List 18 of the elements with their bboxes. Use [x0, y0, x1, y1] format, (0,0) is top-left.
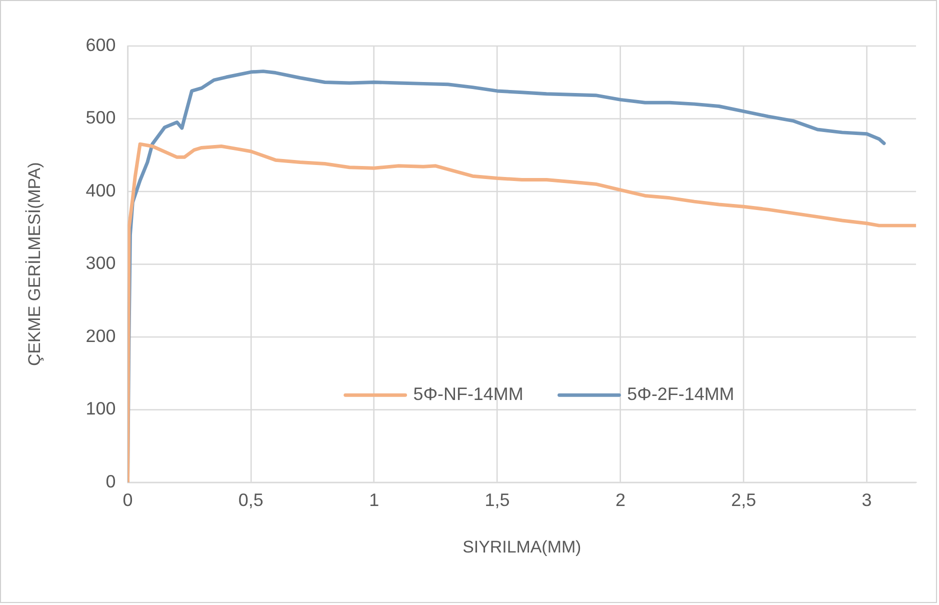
- x-tick-label: 3: [862, 490, 872, 510]
- x-axis-title: SIYRILMA(MM): [462, 538, 582, 557]
- x-tick-label: 0,5: [238, 490, 264, 510]
- x-tick-label: 0: [122, 490, 133, 510]
- y-axis-title: ÇEKME GERİLMESİ(MPA): [24, 162, 44, 366]
- y-tick-label: 300: [86, 253, 116, 274]
- y-tick-label: 0: [106, 471, 116, 492]
- y-tick-label: 200: [86, 326, 116, 346]
- x-tick-label: 2: [615, 490, 626, 510]
- legend-label: 5Φ-2F-14MM: [627, 384, 734, 404]
- x-tick-label: 1: [369, 490, 380, 510]
- y-tick-label: 100: [86, 398, 116, 419]
- y-tick-label: 500: [86, 108, 116, 128]
- x-tick-label: 1,5: [484, 490, 510, 510]
- y-tick-label: 400: [86, 180, 116, 200]
- legend-label: 5Φ-NF-14MM: [413, 384, 524, 404]
- x-tick-label: 2,5: [731, 490, 756, 510]
- y-tick-label: 600: [86, 34, 116, 55]
